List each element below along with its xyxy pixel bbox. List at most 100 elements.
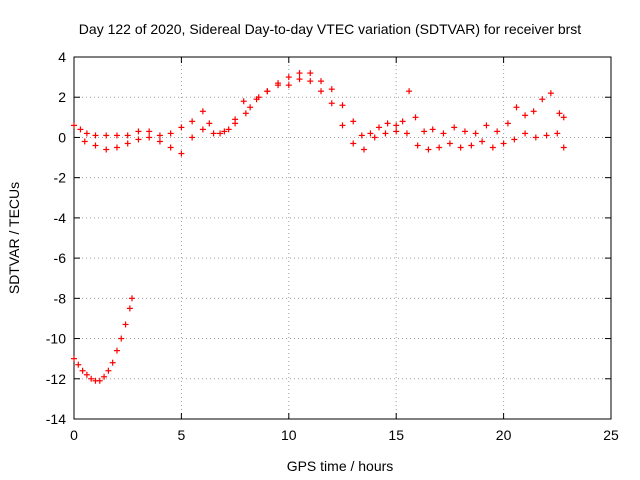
data-point (318, 78, 325, 85)
data-point (83, 371, 90, 378)
data-point (522, 130, 529, 137)
data-point (532, 134, 539, 141)
y-tick-label: -8 (54, 290, 67, 306)
data-point (504, 120, 511, 127)
data-point (242, 110, 249, 117)
data-point (92, 142, 99, 149)
data-point (71, 355, 77, 362)
data-point (446, 140, 453, 147)
axis-ticks: 0 5 10 15 20 25 -14 -12 -10 -8 -6 -4 -2 0 2 4 (46, 49, 619, 443)
data-point (146, 134, 153, 141)
data-point (189, 134, 196, 141)
data-point (328, 100, 335, 107)
x-axis-label: GPS time / hours (287, 458, 394, 474)
data-point (539, 96, 546, 103)
data-point (189, 118, 196, 125)
data-point (393, 122, 400, 129)
data-point (167, 130, 174, 137)
data-point (479, 138, 486, 145)
data-point (436, 144, 443, 151)
data-point (199, 108, 206, 115)
data-point (543, 132, 550, 139)
data-point (339, 122, 346, 129)
data-point (275, 82, 282, 89)
data-point (135, 136, 142, 143)
data-point (126, 305, 133, 312)
data-point (105, 367, 112, 374)
data-point (425, 146, 432, 153)
data-point (468, 142, 475, 149)
data-point (384, 120, 391, 127)
data-point (264, 88, 271, 95)
data-point (240, 98, 247, 105)
data-point (253, 96, 260, 103)
data-point (318, 88, 325, 95)
data-point (247, 104, 254, 111)
y-axis-label: SDTVAR / TECUs (6, 182, 22, 294)
data-point (554, 130, 561, 137)
data-point (494, 128, 501, 135)
x-tick-label: 25 (603, 427, 619, 443)
data-point (296, 70, 303, 77)
data-point (103, 146, 110, 153)
data-point (101, 373, 108, 380)
x-tick-label: 20 (496, 427, 512, 443)
data-point (146, 128, 153, 135)
data-point (296, 76, 303, 83)
data-point (81, 138, 88, 145)
plot-border (73, 56, 612, 420)
data-point (232, 120, 239, 127)
data-point (128, 295, 135, 302)
data-point (360, 146, 367, 153)
data-point (92, 132, 99, 139)
y-tick-label: -14 (46, 411, 66, 427)
data-point (113, 132, 120, 139)
data-points (71, 70, 567, 384)
x-tick-label: 0 (70, 427, 78, 443)
data-point (547, 90, 554, 97)
data-point (221, 128, 228, 135)
data-point (376, 124, 383, 131)
y-tick-label: -6 (54, 250, 67, 266)
data-point (75, 361, 82, 368)
data-point (399, 118, 406, 125)
data-point (500, 140, 507, 147)
data-point (511, 136, 518, 143)
data-point (406, 88, 413, 95)
data-point (178, 124, 185, 131)
data-point (206, 120, 213, 127)
data-point (217, 130, 224, 137)
y-tick-label: -12 (46, 371, 66, 387)
data-point (367, 130, 374, 137)
data-point (167, 144, 174, 151)
data-point (285, 74, 292, 81)
data-point (156, 132, 163, 139)
data-point (77, 126, 84, 133)
data-point (124, 132, 131, 139)
data-point (113, 347, 120, 354)
data-point (350, 140, 357, 147)
chart-title: Day 122 of 2020, Sidereal Day-to-day VTE… (79, 21, 581, 37)
data-point (451, 124, 458, 131)
data-point (124, 140, 131, 147)
data-point (457, 144, 464, 151)
data-point (483, 122, 490, 129)
data-point (358, 132, 365, 139)
data-point (103, 132, 110, 139)
data-point (83, 130, 90, 137)
data-point (79, 367, 86, 374)
grid (74, 57, 611, 419)
data-point (199, 126, 206, 133)
y-tick-label: -10 (46, 331, 66, 347)
data-point (156, 138, 163, 145)
data-point (285, 82, 292, 89)
x-tick-label: 5 (178, 427, 186, 443)
data-point (178, 150, 185, 157)
data-point (556, 110, 563, 117)
data-point (113, 144, 120, 151)
data-point (371, 134, 378, 141)
data-point (307, 78, 314, 85)
data-point (307, 70, 314, 77)
data-point (382, 130, 389, 137)
